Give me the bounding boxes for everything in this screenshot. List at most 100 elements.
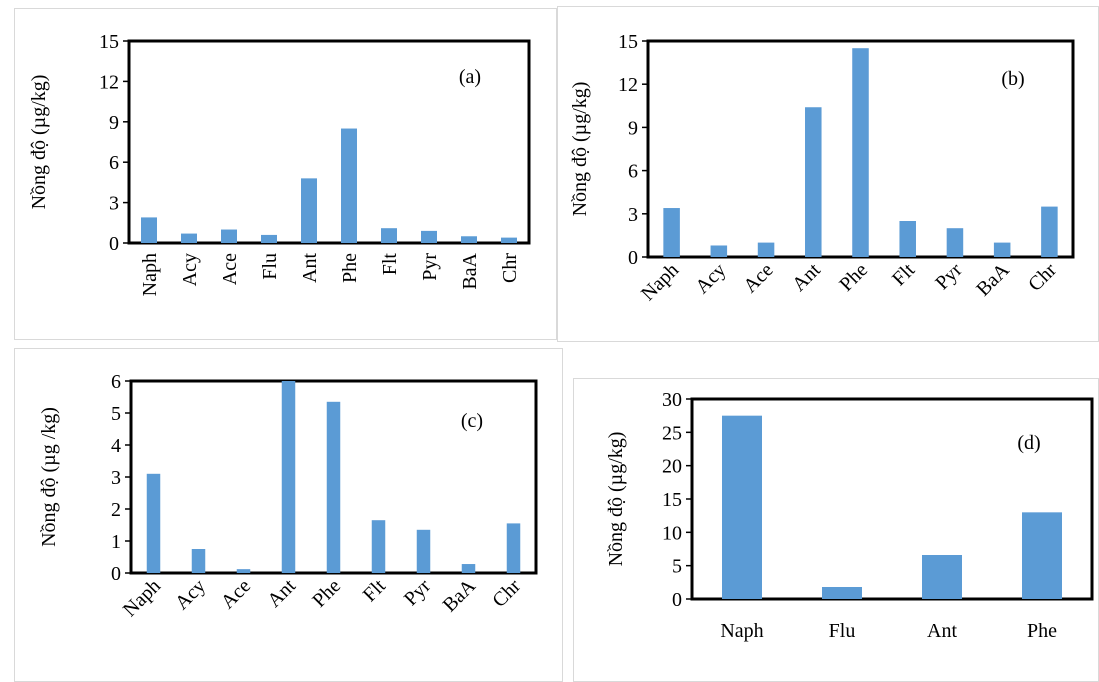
x-category-label: Phe <box>308 575 345 612</box>
panel-annotation: (a) <box>459 66 481 88</box>
y-tick-label: 9 <box>109 112 119 134</box>
x-category-label: Pyr <box>400 575 435 610</box>
x-category-label: BaA <box>439 575 481 617</box>
x-category-label: Flt <box>359 575 391 607</box>
bar-flu <box>261 234 277 243</box>
x-category-label: Naph <box>139 253 161 296</box>
y-tick-label: 3 <box>111 467 121 489</box>
y-axis-title: Nồng độ (µg /kg) <box>38 407 60 547</box>
bar-ant <box>281 381 296 573</box>
y-tick-label: 5 <box>672 556 682 578</box>
bar-baa <box>461 236 477 243</box>
x-category-label: BaA <box>459 252 481 289</box>
y-tick-label: 9 <box>628 117 638 139</box>
bar-phe <box>341 128 357 243</box>
y-tick-label: 5 <box>111 403 121 425</box>
x-category-label: Ant <box>299 253 321 283</box>
x-category-label: Phe <box>835 259 872 296</box>
bar-baa <box>993 242 1011 257</box>
chart-d: 0 5 10 15 20 25 30 Naph Flu Ant Phe Nồng độ (µg/kg)… <box>605 389 1094 642</box>
chart-panel-a: 0 3 6 9 12 15 Naph Acy Ace Flu Ant Phe Flt Pyr BaA Chr N… <box>14 8 557 340</box>
bar-flt <box>381 228 397 243</box>
chart-a: 0 3 6 9 12 15 Naph Acy Ace Flu Ant Phe Flt Pyr BaA Chr N… <box>28 31 531 296</box>
x-category-label: Ant <box>788 259 825 296</box>
y-axis-title: Nồng độ (µg/kg) <box>28 75 50 210</box>
x-category-label: Pyr <box>419 253 441 281</box>
bar-ace <box>757 242 775 257</box>
x-category-label: Phe <box>339 253 361 283</box>
bar-acy <box>710 245 728 257</box>
bar-chr <box>501 237 517 243</box>
y-tick-label: 25 <box>662 422 682 444</box>
y-tick-label: 6 <box>109 152 119 174</box>
y-tick-label: 0 <box>109 233 119 255</box>
bar-naph <box>141 217 157 243</box>
y-tick-label: 12 <box>99 71 119 93</box>
y-tick-label: 4 <box>111 435 121 457</box>
bar-chr <box>506 523 521 573</box>
y-tick-label: 15 <box>662 489 682 511</box>
y-tick-label: 0 <box>628 247 638 269</box>
y-axis-title: Nồng độ (µg/kg) <box>569 82 591 217</box>
x-category-label: Naph <box>637 259 683 305</box>
x-category-label: Pyr <box>931 259 966 294</box>
chart-panel-c: 0 1 2 3 4 5 6 Naph Acy Ace Ant Phe Flt Pyr BaA Chr Nồng … <box>14 348 563 682</box>
x-category-label: Phe <box>1027 620 1057 642</box>
bar-flt <box>899 221 916 257</box>
x-category-label: Flt <box>379 253 401 276</box>
bar-naph <box>663 208 680 257</box>
x-category-label: Flt <box>888 259 920 291</box>
bar-acy <box>181 233 197 243</box>
x-category-label: Chr <box>488 575 525 612</box>
y-tick-label: 0 <box>111 563 121 585</box>
x-category-label: Ace <box>219 253 241 285</box>
bar-flu <box>822 587 862 599</box>
y-tick-label: 15 <box>618 31 638 53</box>
x-category-label: Naph <box>119 575 165 621</box>
y-tick-label: 12 <box>618 74 638 96</box>
bar-naph <box>146 473 161 573</box>
x-category-label: Ant <box>263 575 300 612</box>
bar-ant <box>805 107 822 258</box>
bar-phe <box>1022 512 1062 599</box>
bar-phe <box>852 48 869 258</box>
y-tick-label: 3 <box>628 204 638 226</box>
y-tick-label: 6 <box>111 371 121 393</box>
x-category-label: Chr <box>1024 259 1061 296</box>
bar-flt <box>371 520 386 573</box>
bar-ant <box>922 555 962 599</box>
x-category-label: Ant <box>927 620 957 642</box>
y-tick-label: 15 <box>99 31 119 53</box>
y-tick-label: 3 <box>109 193 119 215</box>
bar-pyr <box>421 230 437 243</box>
bar-ant <box>301 178 317 243</box>
x-category-label: Chr <box>499 253 521 283</box>
y-axis-title: Nồng độ (µg/kg) <box>605 432 627 567</box>
bar-phe <box>326 401 341 573</box>
bar-baa <box>461 564 476 573</box>
chart-c: 0 1 2 3 4 5 6 Naph Acy Ace Ant Phe Flt Pyr BaA Chr Nồng … <box>38 371 538 621</box>
panel-annotation: (c) <box>461 410 483 432</box>
x-category-label: Acy <box>691 259 730 298</box>
bar-pyr <box>416 529 431 573</box>
x-category-label: Flu <box>829 620 856 642</box>
bar-naph <box>722 415 762 599</box>
chart-b: 0 3 6 9 12 15 Naph Acy Ace Ant Phe Flt Pyr BaA Chr Nồng… <box>569 31 1075 305</box>
panel-annotation: (b) <box>1001 68 1024 90</box>
y-tick-label: 30 <box>662 389 682 411</box>
x-category-label: Acy <box>179 253 201 286</box>
x-category-label: Ace <box>217 575 255 613</box>
y-tick-label: 2 <box>111 499 121 521</box>
panel-annotation: (d) <box>1017 432 1040 454</box>
chart-panel-d: 0 5 10 15 20 25 30 Naph Flu Ant Phe Nồng độ (µg/kg)… <box>573 378 1099 682</box>
bar-ace <box>221 229 237 243</box>
y-tick-label: 1 <box>111 531 121 553</box>
y-tick-label: 10 <box>662 522 682 544</box>
plot-area-frame <box>127 39 531 245</box>
y-tick-label: 20 <box>662 456 682 478</box>
x-category-label: BaA <box>972 259 1014 301</box>
bar-acy <box>191 549 206 573</box>
bar-ace <box>236 569 251 573</box>
chart-panel-b: 0 3 6 9 12 15 Naph Acy Ace Ant Phe Flt Pyr BaA Chr Nồng… <box>557 6 1099 342</box>
x-category-label: Acy <box>171 575 210 614</box>
